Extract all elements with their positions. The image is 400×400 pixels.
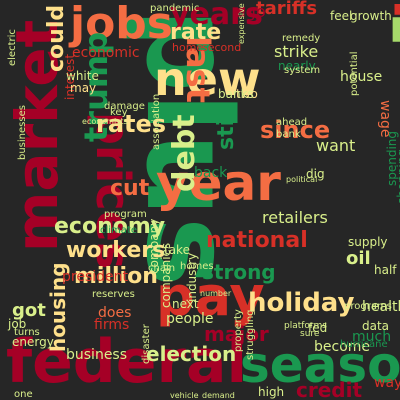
word-national: national	[206, 228, 308, 253]
word-property: property	[233, 309, 244, 352]
word-does: does	[98, 305, 132, 321]
word-system: system	[284, 65, 321, 76]
word-federal: federal	[6, 327, 248, 397]
word-strike: strike	[274, 42, 319, 61]
word-damage: damage	[104, 101, 145, 112]
word-still: still	[214, 103, 239, 150]
word-business: business	[66, 347, 128, 363]
word-way: way	[374, 375, 400, 391]
word-key: key	[110, 107, 128, 118]
word-nearly: nearly	[278, 59, 316, 73]
word-supply: supply	[348, 235, 388, 249]
word-second: second	[202, 41, 242, 54]
word-programs: programs	[344, 301, 392, 312]
word-jobs: jobs	[70, 0, 173, 49]
word-remedy: remedy	[282, 33, 321, 44]
word-ago: ago	[236, 2, 266, 21]
word-oil: oil	[346, 248, 371, 269]
word-next: next	[172, 297, 199, 311]
word-ahead: ahead	[276, 117, 308, 128]
word-million: million	[74, 264, 158, 289]
word-expensive: expensive	[237, 3, 246, 44]
word-disaster: disaster	[141, 324, 152, 364]
word-much: much	[352, 329, 392, 345]
word-major: major	[204, 322, 269, 346]
word-holiday: holiday	[248, 288, 355, 318]
word-economy: economy	[54, 214, 166, 239]
word-home: home	[172, 41, 204, 54]
word-struggling: struggling	[245, 309, 256, 360]
word-platforms: platforms	[284, 321, 327, 331]
word-economic: economic	[72, 45, 140, 61]
word-president: president	[62, 269, 128, 285]
word-workers: workers	[66, 238, 166, 263]
word-strong: strong	[202, 260, 276, 284]
word-program: program	[104, 209, 147, 220]
word-homes: homes	[180, 261, 214, 272]
word-sure: sure	[300, 329, 320, 339]
word-number: number	[200, 289, 232, 298]
word-economists: economists	[82, 117, 128, 126]
word-two: two	[236, 87, 258, 101]
word-people: people	[166, 311, 214, 327]
word-reserves: reserves	[92, 289, 135, 300]
word-high: high	[258, 385, 285, 399]
word-vehicle: vehicle	[170, 391, 199, 400]
word-feel: feel	[330, 9, 353, 23]
word-rate: rate	[170, 20, 222, 45]
word-chain: chain	[148, 263, 176, 274]
word-pandemic: pandemic	[150, 3, 200, 14]
word-election: election	[146, 342, 237, 366]
word-growth: growth	[350, 9, 392, 23]
word-become: become	[314, 339, 371, 355]
word-demand: demand	[202, 391, 235, 400]
word-firms: firms	[94, 317, 130, 333]
word-hurricane: hurricane	[340, 339, 388, 350]
word-bank: bank	[276, 129, 301, 140]
word-banks: banks	[218, 87, 254, 101]
word-white: white	[66, 69, 99, 83]
word-data: data	[362, 319, 390, 333]
word-since: since	[260, 116, 331, 144]
word-businesses: businesses	[17, 105, 28, 160]
word-potential: potential	[349, 51, 360, 96]
word-energy: energy	[12, 335, 54, 349]
word-new: new	[154, 52, 261, 106]
word-shopping: shopping	[395, 149, 400, 204]
word-house: house	[340, 69, 383, 85]
word-climate: climate	[100, 225, 137, 236]
word-cut: cut	[110, 176, 150, 201]
word-take: take	[164, 243, 190, 257]
word-tariffs: tariffs	[256, 0, 318, 19]
word-got: got	[12, 300, 46, 321]
word-dig: dig	[306, 167, 325, 181]
word-year: year	[156, 154, 281, 212]
word-turns: turns	[14, 327, 40, 338]
word-political: political	[286, 175, 318, 184]
word-credit: credit	[296, 378, 363, 400]
word-electric: electric	[7, 29, 18, 66]
word-rates: rates	[96, 110, 167, 138]
word-pay: pay	[156, 265, 265, 328]
word-may: may	[70, 81, 97, 95]
word-back: back	[194, 165, 228, 181]
word-half: half	[374, 263, 397, 277]
word-fed: fed	[308, 321, 328, 335]
word-association: association	[151, 93, 162, 150]
word-want: want	[316, 136, 356, 155]
word-years: years	[170, 0, 263, 32]
word-health: health	[362, 299, 400, 315]
word-job: job	[8, 317, 27, 331]
word-retailers: retailers	[262, 208, 328, 227]
word-one: one	[14, 389, 33, 400]
